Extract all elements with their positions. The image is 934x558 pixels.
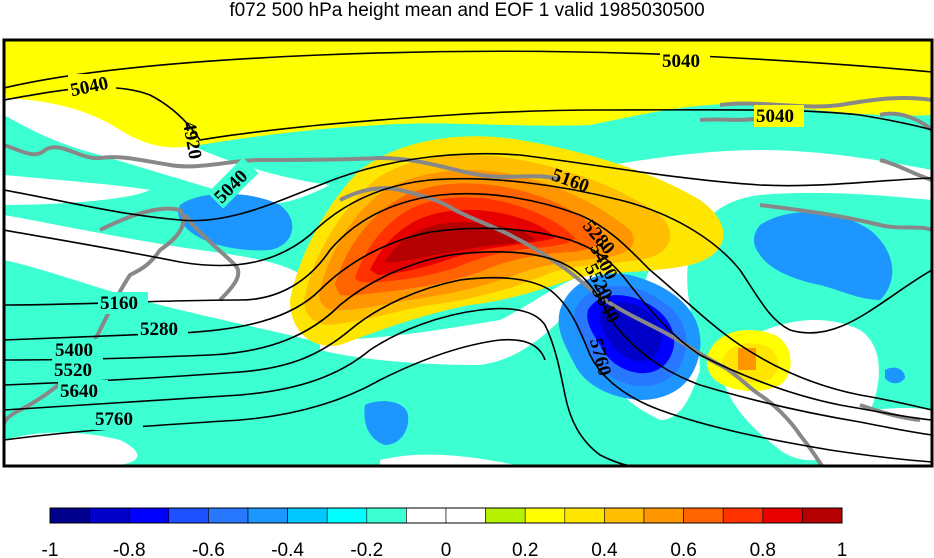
colorbar-swatch: [287, 507, 328, 524]
contour-label-5760-a: 5760: [95, 409, 133, 430]
colorbar-swatch: [524, 507, 566, 524]
colorbar-tick-label: 0.8: [750, 540, 776, 558]
colorbar-swatch: [643, 507, 684, 524]
colorbar-swatch: [406, 507, 447, 524]
colorbar-tick-label: 0.4: [591, 540, 618, 558]
contour-label-5160-b: 5160: [100, 293, 138, 314]
colorbar-swatch: [208, 507, 249, 524]
contour-label-5040-b: 5040: [662, 51, 700, 72]
positive-blob-east-core: [738, 348, 756, 370]
colorbar-tick-label: -0.8: [113, 540, 146, 558]
colorbar-outline: [49, 507, 843, 524]
colorbar-swatch: [326, 507, 368, 524]
height-contours: [4, 50, 932, 466]
colorbar-swatch: [49, 507, 90, 524]
colorbar-swatch: [445, 507, 486, 524]
colorbar-tick-label: 0.2: [512, 540, 538, 558]
colorbar-swatch: [802, 507, 843, 524]
colorbar-tick-label: -0.4: [271, 540, 304, 558]
colorbar-tick-labels: -1 -0.8 -0.6 -0.4 -0.2 0 0.2 0.4 0.6 0.8 1: [42, 540, 848, 558]
trough-level-4: [599, 302, 662, 362]
colorbar-swatch: [485, 507, 526, 524]
colorbar-tick-label: 0: [441, 540, 452, 558]
contour-label-5280-b: 5280: [140, 319, 178, 340]
colorbar-swatch: [604, 507, 645, 524]
colorbar-swatch: [128, 507, 170, 524]
colorbar-swatch: [564, 507, 605, 524]
contour-labels: 5040 5040 5040 4920 5040 5160 5160 5280 …: [52, 50, 804, 430]
contour-label-5040-c: 5040: [756, 106, 794, 127]
colorbar-tick-label: 1: [837, 540, 848, 558]
colorbar-swatch: [683, 507, 724, 524]
colorbar-tick-label: 0.6: [670, 540, 696, 558]
colorbar-swatch: [762, 507, 803, 524]
contour-label-5400-a: 5400: [55, 340, 93, 361]
colorbar-swatch: [168, 507, 209, 524]
colorbar-tick-label: -0.2: [350, 540, 383, 558]
plot-frame: [2, 38, 934, 468]
contour-label-5640-a: 5640: [60, 381, 98, 402]
colorbar-swatch: [722, 507, 764, 524]
ridge-level-7: [385, 222, 535, 263]
map-title: f072 500 hPa height mean and EOF 1 valid…: [229, 0, 705, 21]
contour-label-5520-a: 5520: [54, 360, 92, 381]
colorbar-swatch: [366, 507, 407, 524]
colorbar-swatch: [247, 507, 288, 524]
colorbar: [49, 507, 843, 524]
colorbar-swatch: [89, 507, 130, 524]
colorbar-tick-label: -0.6: [192, 540, 225, 558]
colorbar-tick-label: -1: [42, 540, 59, 558]
